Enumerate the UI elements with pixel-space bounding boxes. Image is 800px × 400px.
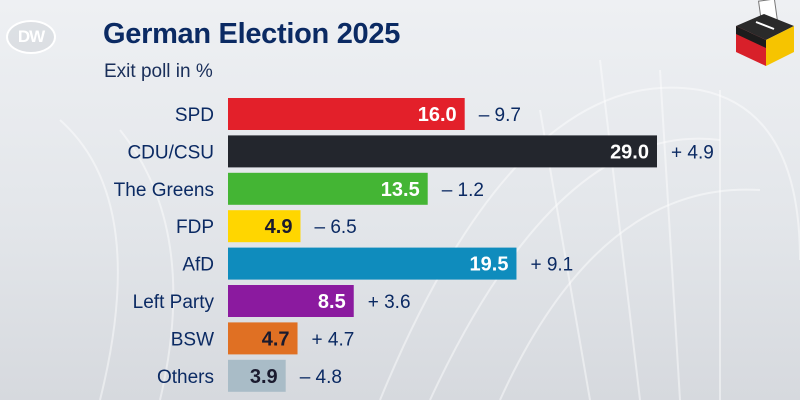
value-label: 19.5 <box>470 254 509 276</box>
category-label: The Greens <box>114 180 214 201</box>
value-label: 4.9 <box>265 216 293 238</box>
change-label: – 4.8 <box>300 367 342 388</box>
change-label: – 9.7 <box>479 105 521 126</box>
chart-title: German Election 2025 <box>103 18 401 50</box>
category-label: FDP <box>176 217 214 238</box>
bar-6 <box>228 322 298 355</box>
value-label: 29.0 <box>610 141 649 163</box>
change-label: + 4.9 <box>671 142 714 163</box>
value-label: 13.5 <box>381 179 420 201</box>
dw-logo: DW <box>6 20 56 54</box>
category-label: CDU/CSU <box>127 142 214 163</box>
bar-0 <box>228 98 465 130</box>
category-label: Left Party <box>133 292 215 313</box>
change-label: – 1.2 <box>442 180 484 201</box>
category-label: SPD <box>175 105 214 126</box>
value-label: 8.5 <box>318 291 346 313</box>
value-label: 3.9 <box>250 366 278 388</box>
category-label: Others <box>157 367 214 388</box>
category-label: BSW <box>171 329 214 350</box>
bar-2 <box>228 172 428 205</box>
value-label: 4.7 <box>262 328 290 350</box>
ballot-box-icon <box>736 0 794 66</box>
bar-3 <box>228 210 301 243</box>
change-label: – 6.5 <box>314 217 356 238</box>
change-label: + 4.7 <box>312 329 355 350</box>
value-label: 16.0 <box>418 104 457 126</box>
chart-subtitle: Exit poll in % <box>104 61 213 82</box>
category-label: AfD <box>182 255 214 276</box>
bar-1 <box>228 135 657 168</box>
bar-5 <box>228 285 354 317</box>
bar-7 <box>228 359 286 392</box>
bar-4 <box>228 247 517 280</box>
change-label: + 9.1 <box>530 255 573 276</box>
change-label: + 3.6 <box>368 292 411 313</box>
